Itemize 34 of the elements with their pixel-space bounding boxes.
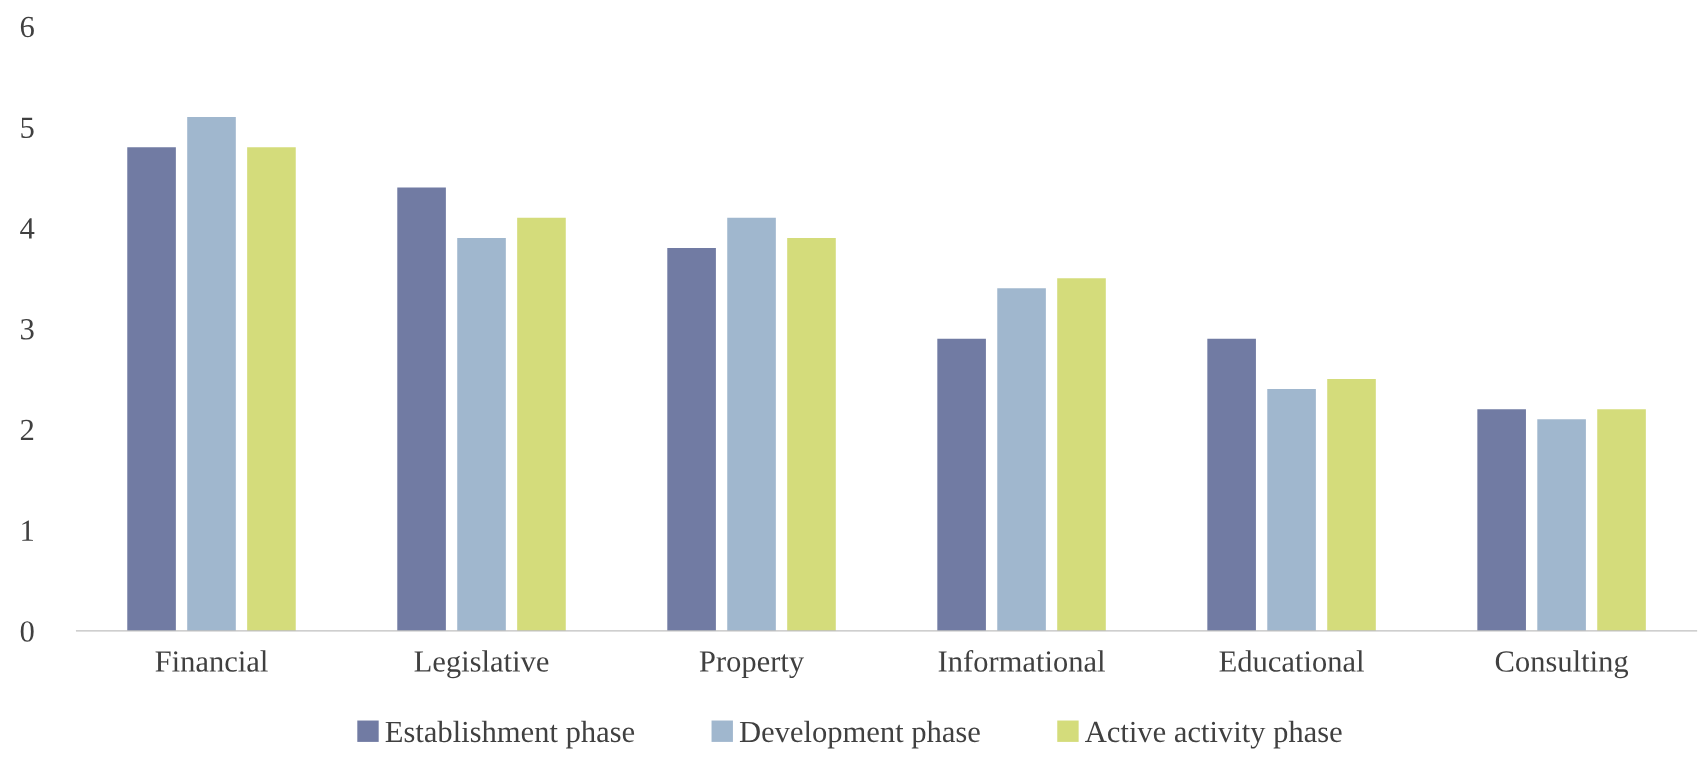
y-tick-label: 6 — [20, 16, 34, 38]
x-tick-label: Educational — [1219, 650, 1364, 672]
bar — [517, 217, 566, 631]
x-tick-label: Informational — [938, 650, 1105, 672]
y-tick-label: 2 — [20, 419, 34, 440]
x-tick-label: Financial — [155, 650, 268, 672]
bar — [727, 217, 776, 631]
y-tick-label: 0 — [20, 621, 34, 642]
bar — [1597, 409, 1646, 631]
y-tick-label: 4 — [20, 218, 35, 239]
x-tick-label: Property — [699, 651, 805, 679]
legend-label: Active activity phase — [1085, 720, 1342, 749]
bar — [457, 237, 506, 631]
bar — [397, 187, 446, 631]
x-tick-label: Legislative — [414, 650, 549, 679]
bar — [187, 117, 236, 631]
legend-label: Development phase — [739, 720, 980, 749]
bar — [1327, 379, 1376, 631]
y-tick-label: 3 — [21, 319, 34, 340]
y-tick-label: 1 — [22, 520, 33, 541]
bar — [1477, 409, 1526, 631]
bar — [1537, 419, 1586, 631]
bar — [997, 288, 1046, 631]
y-tick-label: 5 — [21, 117, 34, 139]
bar — [667, 248, 716, 631]
x-tick-label: Consulting — [1495, 650, 1629, 679]
bar — [127, 147, 176, 631]
bar — [1057, 278, 1106, 631]
bar — [1207, 338, 1256, 631]
bar — [247, 147, 296, 631]
bar — [1267, 389, 1316, 631]
bar — [787, 237, 836, 631]
bar — [937, 338, 986, 631]
legend-label: Establishment phase — [385, 720, 635, 749]
